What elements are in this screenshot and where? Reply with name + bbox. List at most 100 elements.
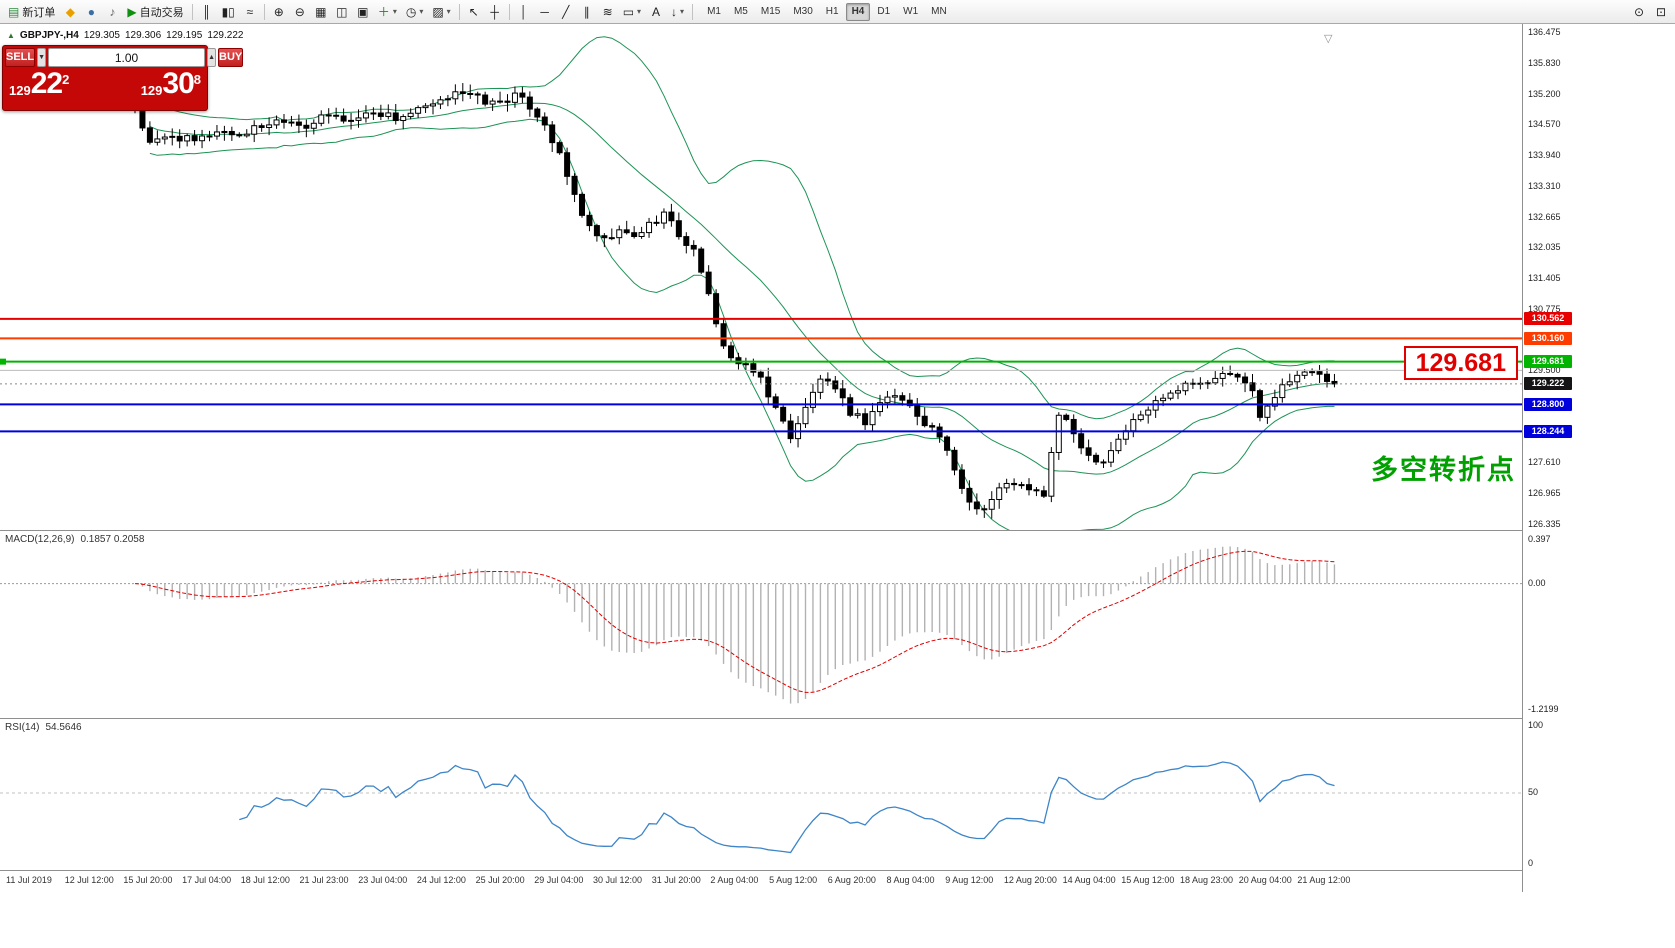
price-axis-label: 129.500 bbox=[1528, 365, 1561, 376]
candlestick-chart-button[interactable]: ▮▯ bbox=[218, 2, 239, 22]
sell-price-prefix: 129 bbox=[9, 83, 31, 98]
arrows-button[interactable]: ↓ ▾ bbox=[667, 2, 688, 22]
annotation-text[interactable]: 多空转折点 bbox=[1371, 455, 1516, 485]
arrow-marker-icon: ↓ bbox=[671, 4, 678, 19]
fibonacci-icon: ≋ bbox=[602, 4, 613, 19]
vertical-line-button[interactable]: │ bbox=[514, 2, 534, 22]
cascade-windows-button[interactable]: ▣ bbox=[353, 2, 373, 22]
text-label-button[interactable]: A bbox=[646, 2, 666, 22]
horizontal-line-button[interactable]: ─ bbox=[535, 2, 555, 22]
candlestick-chart[interactable] bbox=[0, 24, 1522, 530]
buy-price[interactable]: 129 30 8 bbox=[141, 69, 201, 99]
price-axis-label: 133.940 bbox=[1528, 149, 1561, 160]
tile-windows-icon: ◫ bbox=[336, 4, 348, 19]
favorites-button[interactable]: ◆ bbox=[60, 2, 80, 22]
profile-icon: ● bbox=[87, 4, 95, 19]
quote-low: 129.195 bbox=[166, 30, 203, 41]
sell-button[interactable]: SELL bbox=[5, 48, 36, 67]
line-chart-button[interactable]: ≈ bbox=[240, 2, 260, 22]
zoom-out-icon: ⊖ bbox=[294, 4, 305, 19]
price-callout[interactable]: 129.681 bbox=[1403, 346, 1518, 380]
time-axis-label: 31 Jul 20:00 bbox=[651, 875, 701, 885]
cursor-icon: ↖ bbox=[468, 4, 479, 19]
time-axis[interactable]: 11 Jul 2019 12 Jul 12:00 15 Jul 20:00 17 Ju… bbox=[0, 870, 1522, 892]
sell-price[interactable]: 129 22 2 bbox=[9, 69, 69, 99]
fibonacci-button[interactable]: ≋ bbox=[598, 2, 618, 22]
autotrading-button[interactable]: ▶ 自动交易 bbox=[123, 2, 187, 22]
macd-pane[interactable]: MACD(12,26,9) 0.1857 0.2058 bbox=[0, 530, 1522, 718]
time-axis-label: 11 Jul 2019 bbox=[6, 875, 52, 885]
buy-button[interactable]: BUY bbox=[218, 48, 244, 67]
clock-icon: ◷ bbox=[405, 4, 417, 19]
rsi-chart[interactable] bbox=[0, 719, 1522, 870]
rsi-pane[interactable]: RSI(14) 54.5646 bbox=[0, 718, 1522, 870]
tile-windows-button[interactable]: ◫ bbox=[332, 2, 352, 22]
price-axis-badge: 128.800 bbox=[1524, 397, 1572, 411]
zoom-out-button[interactable]: ⊖ bbox=[290, 2, 310, 22]
profile-button[interactable]: ● bbox=[81, 2, 101, 22]
timeframe-h4[interactable]: H4 bbox=[845, 2, 871, 21]
timeframe-m30[interactable]: M30 bbox=[793, 6, 813, 17]
macd-chart[interactable] bbox=[0, 531, 1522, 718]
toolbar-separator bbox=[692, 3, 694, 20]
price-axis-label: 135.200 bbox=[1528, 88, 1561, 99]
price-axis-label: 126.335 bbox=[1528, 518, 1561, 529]
shapes-button[interactable]: ▭ ▾ bbox=[619, 2, 645, 22]
horizontal-line-icon: ─ bbox=[540, 4, 549, 19]
price-axis-label: 0.397 bbox=[1528, 534, 1551, 544]
search-button[interactable]: ⊙ bbox=[1629, 2, 1649, 22]
timeframe-h1[interactable]: H1 bbox=[825, 6, 839, 17]
chevron-down-icon: ▾ bbox=[392, 7, 397, 16]
quote-open: 129.305 bbox=[83, 30, 120, 41]
chart-shift-marker[interactable]: ▽ bbox=[1324, 33, 1333, 45]
time-axis-label: 29 Jul 04:00 bbox=[534, 875, 584, 885]
search-icon: ⊙ bbox=[1633, 4, 1645, 19]
toolbar-separator bbox=[263, 3, 265, 20]
crosshair-button[interactable]: ┼ bbox=[485, 2, 505, 22]
cursor-button[interactable]: ↖ bbox=[464, 2, 484, 22]
buy-price-pip: 8 bbox=[193, 72, 201, 87]
zoom-in-button[interactable]: ⊕ bbox=[269, 2, 289, 22]
timeframe-m15[interactable]: M15 bbox=[760, 6, 781, 17]
chevron-down-icon: ▾ bbox=[680, 7, 685, 16]
new-order-icon: ▤ bbox=[8, 4, 20, 19]
new-order-button[interactable]: ▤ 新订单 bbox=[4, 2, 59, 22]
volume-increase-button[interactable]: ▲ bbox=[207, 48, 216, 67]
sell-price-pip: 2 bbox=[62, 72, 70, 87]
volume-decrease-button[interactable]: ▼ bbox=[37, 48, 47, 67]
sound-button[interactable]: ♪ bbox=[102, 2, 122, 22]
time-axis-label: 12 Jul 12:00 bbox=[64, 875, 114, 885]
new-order-label: 新订单 bbox=[22, 6, 56, 19]
grid-button[interactable]: ▦ bbox=[311, 2, 331, 22]
price-axis-badge: 128.244 bbox=[1524, 424, 1572, 438]
candlestick-icon: ▮▯ bbox=[221, 4, 235, 19]
rsi-header: RSI(14) 54.5646 bbox=[5, 722, 82, 733]
main-chart-pane[interactable]: ▲ GBPJPY-,H4 129.305 129.306 129.195 129… bbox=[0, 24, 1522, 530]
bar-chart-button[interactable]: ║ bbox=[197, 2, 217, 22]
timeframe-m1[interactable]: M1 bbox=[707, 6, 721, 17]
timeframe-m5[interactable]: M5 bbox=[733, 6, 748, 17]
toolbar-right-group: ⊙ ⊡ bbox=[1629, 2, 1671, 22]
time-axis-label: 17 Jul 04:00 bbox=[182, 875, 232, 885]
quote-close: 129.222 bbox=[207, 30, 244, 41]
price-axis-label: 127.610 bbox=[1528, 457, 1561, 468]
print-button[interactable]: ⊡ bbox=[1651, 2, 1671, 22]
channel-button[interactable]: ∥ bbox=[577, 2, 597, 22]
price-axis-label: 126.965 bbox=[1528, 488, 1561, 499]
timeframe-d1[interactable]: D1 bbox=[877, 6, 891, 17]
price-axis[interactable]: 136.475 135.830 135.200 134.570 133.940 133.3… bbox=[1522, 24, 1578, 892]
templates-button[interactable]: ▨ ▾ bbox=[428, 2, 454, 22]
price-axis-label: 50 bbox=[1528, 787, 1539, 797]
indicators-button[interactable]: ＋ ▾ bbox=[374, 2, 401, 22]
trendline-button[interactable]: ╱ bbox=[556, 2, 576, 22]
timeframe-w1[interactable]: W1 bbox=[903, 6, 919, 17]
periods-button[interactable]: ◷ ▾ bbox=[402, 2, 428, 22]
timeframe-toolbar: M1 M5 M15 M30 H1 H4 D1 W1 MN bbox=[701, 2, 953, 21]
time-axis-label: 9 Aug 12:00 bbox=[945, 875, 994, 885]
macd-header: MACD(12,26,9) 0.1857 0.2058 bbox=[5, 534, 144, 545]
volume-input[interactable] bbox=[48, 48, 206, 67]
price-axis-label: 136.475 bbox=[1528, 27, 1561, 37]
timeframe-mn[interactable]: MN bbox=[931, 6, 947, 17]
quote-strip: ▲ GBPJPY-,H4 129.305 129.306 129.195 129… bbox=[5, 30, 246, 41]
